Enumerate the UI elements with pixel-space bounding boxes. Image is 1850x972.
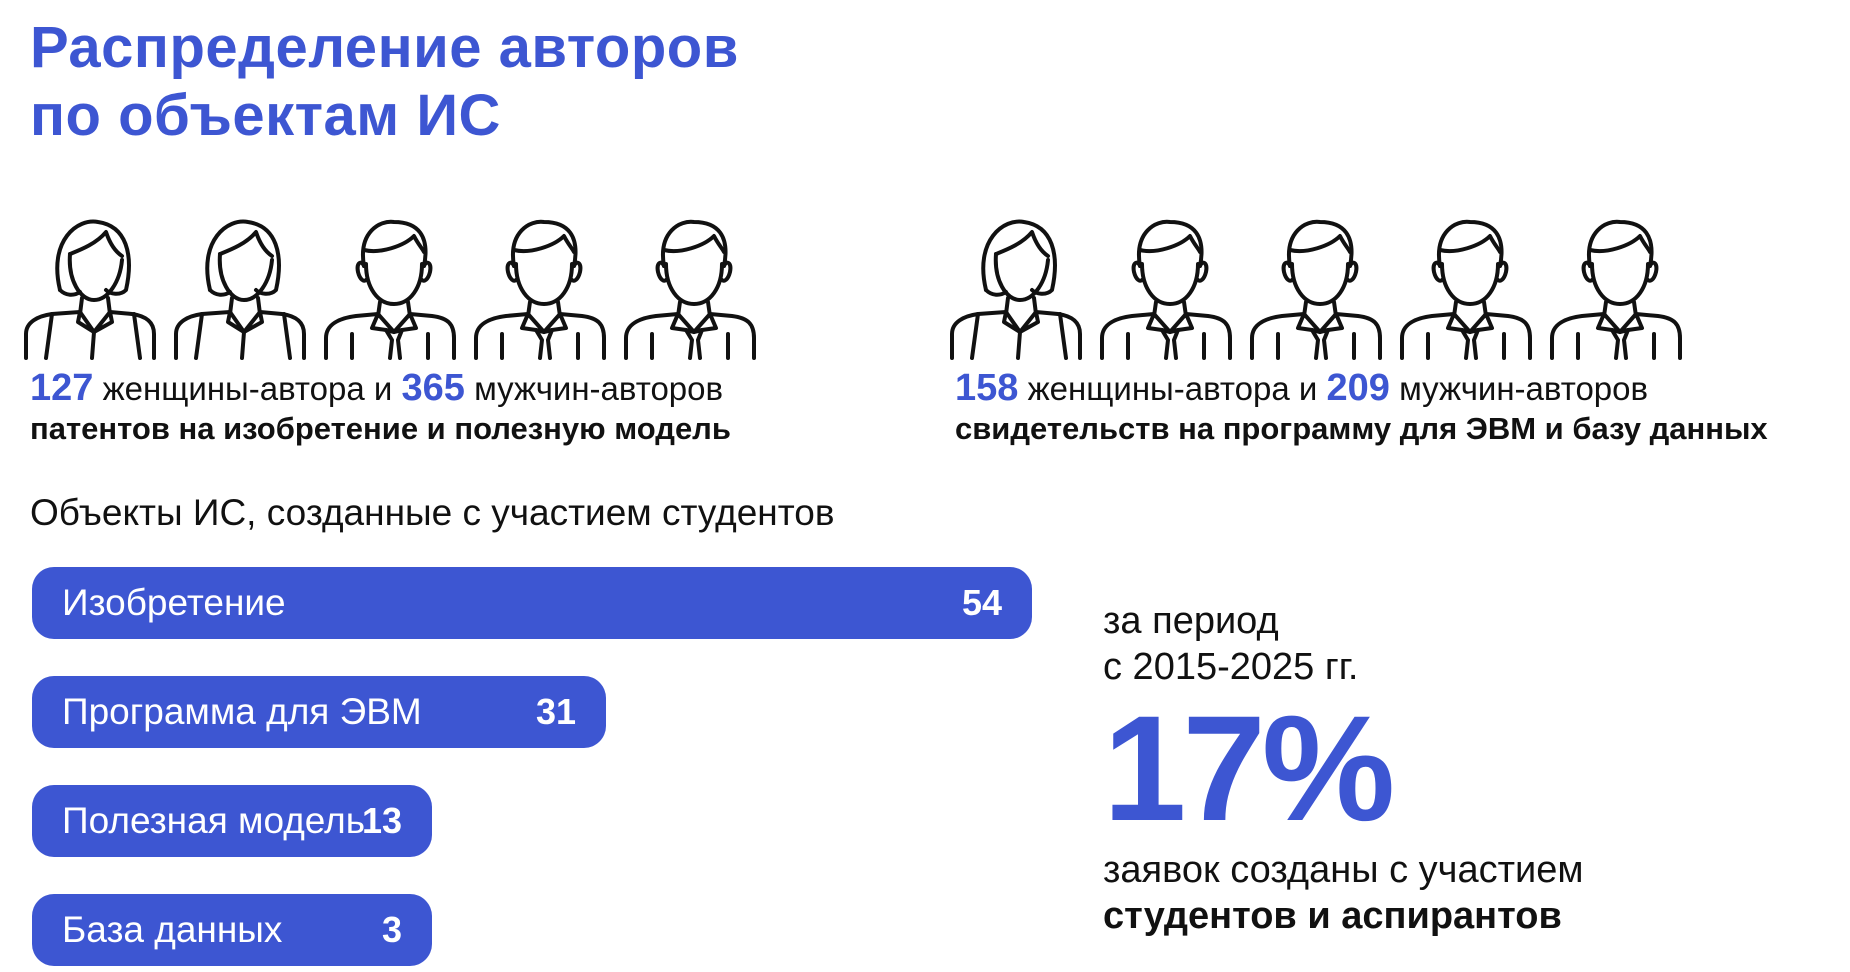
bar: Программа для ЭВМ 31 [32,676,606,748]
author-icons-certificates [948,210,1708,360]
period-line-1: за период [1103,600,1279,642]
women-count: 127 [30,367,94,409]
title-line-1: Распределение авторов [30,15,739,80]
bar-category-label: Полезная модель [62,800,366,841]
bar-value-label: 3 [381,909,402,950]
women-count: 158 [955,367,1019,409]
bar-category-label: Программа для ЭВМ [62,691,422,732]
bar: Полезная модель 13 [32,785,432,857]
certificates-object-label: свидетельств на программу для ЭВМ и базу… [955,411,1768,446]
bar-category-label: База данных [62,909,283,950]
men-label: мужчин-авторов [1399,370,1649,407]
man-icon [1248,210,1384,360]
percent-figure: 17% [1103,684,1395,852]
certificates-caption: 158 женщины-автора и 209 мужчин-авторов … [955,368,1768,449]
man-icon [472,210,608,360]
bar-value-label: 13 [361,800,402,841]
chart-title: Объекты ИС, созданные с участием студент… [30,492,835,533]
certificates-counts: 158 женщины-автора и 209 мужчин-авторов [955,368,1768,409]
page-title: Распределение авторов по объектам ИС [30,14,739,150]
man-icon [622,210,758,360]
note-line-1: заявок созданы с участием [1103,849,1584,891]
woman-icon [948,210,1084,360]
patents-counts: 127 женщины-автора и 365 мужчин-авторов [30,368,731,409]
man-icon [1098,210,1234,360]
woman-icon [22,210,158,360]
bar-value-label: 31 [535,691,576,732]
patents-caption: 127 женщины-автора и 365 мужчин-авторов … [30,368,731,449]
men-count: 209 [1326,367,1390,409]
period-text: за период с 2015-2025 гг. [1103,598,1358,690]
man-icon [1398,210,1534,360]
percent-note: заявок созданы с участием студентов и ас… [1103,847,1583,939]
men-label: мужчин-авторов [474,370,724,407]
woman-icon [172,210,308,360]
man-icon [1548,210,1684,360]
bar: База данных 3 [32,894,432,966]
period-line-2: с 2015-2025 гг. [1103,646,1359,688]
title-line-2: по объектам ИС [30,83,501,148]
author-icons-patents [22,210,782,360]
women-label: женщины-автора и [102,370,393,407]
men-count: 365 [401,367,465,409]
note-line-2: студентов и аспирантов [1103,895,1562,937]
bar-category-label: Изобретение [62,582,286,623]
bar-value-label: 54 [961,582,1002,623]
patents-object-label: патентов на изобретение и полезную модел… [30,411,731,446]
women-label: женщины-автора и [1027,370,1318,407]
bar: Изобретение 54 [32,567,1032,639]
man-icon [322,210,458,360]
